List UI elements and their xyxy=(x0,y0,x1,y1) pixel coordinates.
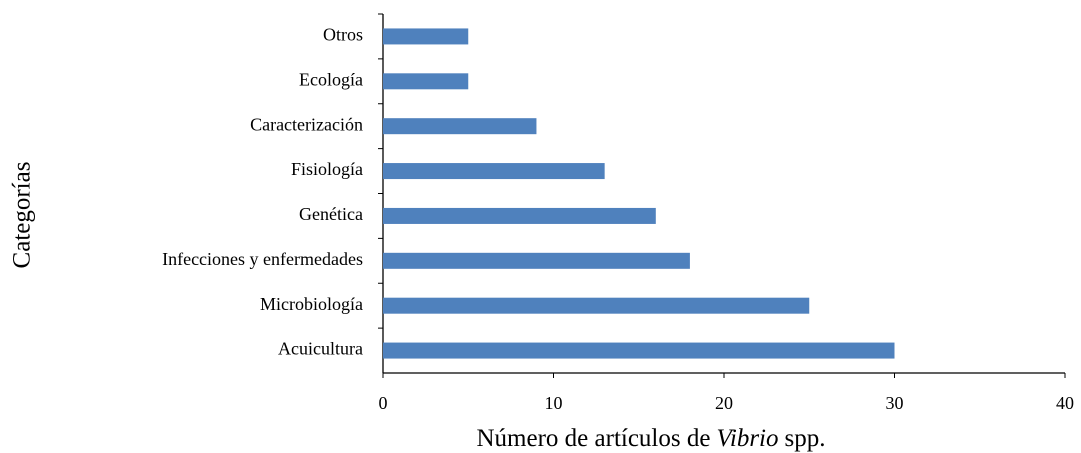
x-tick-label: 20 xyxy=(715,393,733,413)
bar xyxy=(383,252,690,269)
bar xyxy=(383,297,810,314)
bar xyxy=(383,342,895,359)
y-tick-label: Fisiología xyxy=(291,159,363,179)
x-tick-label: 30 xyxy=(886,393,904,413)
x-axis-title-part: Número de artículos de xyxy=(477,425,711,452)
bar xyxy=(383,28,469,45)
y-tick-label: Caracterización xyxy=(250,114,363,134)
y-tick-label: Otros xyxy=(323,25,363,45)
x-axis-title-part: spp. xyxy=(785,425,826,452)
y-axis-title: Categorías xyxy=(9,162,36,269)
x-tick-label: 40 xyxy=(1056,393,1074,413)
x-axis-title: Número de artículos de Vibrio spp. xyxy=(477,425,826,452)
x-tick-label: 10 xyxy=(545,393,563,413)
y-tick-label: Ecología xyxy=(299,69,363,89)
y-tick-label: Infecciones y enfermedades xyxy=(162,249,363,269)
bar xyxy=(383,163,605,180)
bar xyxy=(383,118,537,135)
x-tick-label: 0 xyxy=(379,393,388,413)
bar xyxy=(383,207,656,224)
y-tick-label: Acuicultura xyxy=(278,339,363,359)
y-tick-label: Microbiología xyxy=(260,294,363,314)
bar xyxy=(383,73,469,90)
x-axis-title-part: Vibrio xyxy=(716,425,778,452)
y-tick-label: Genética xyxy=(299,204,363,224)
